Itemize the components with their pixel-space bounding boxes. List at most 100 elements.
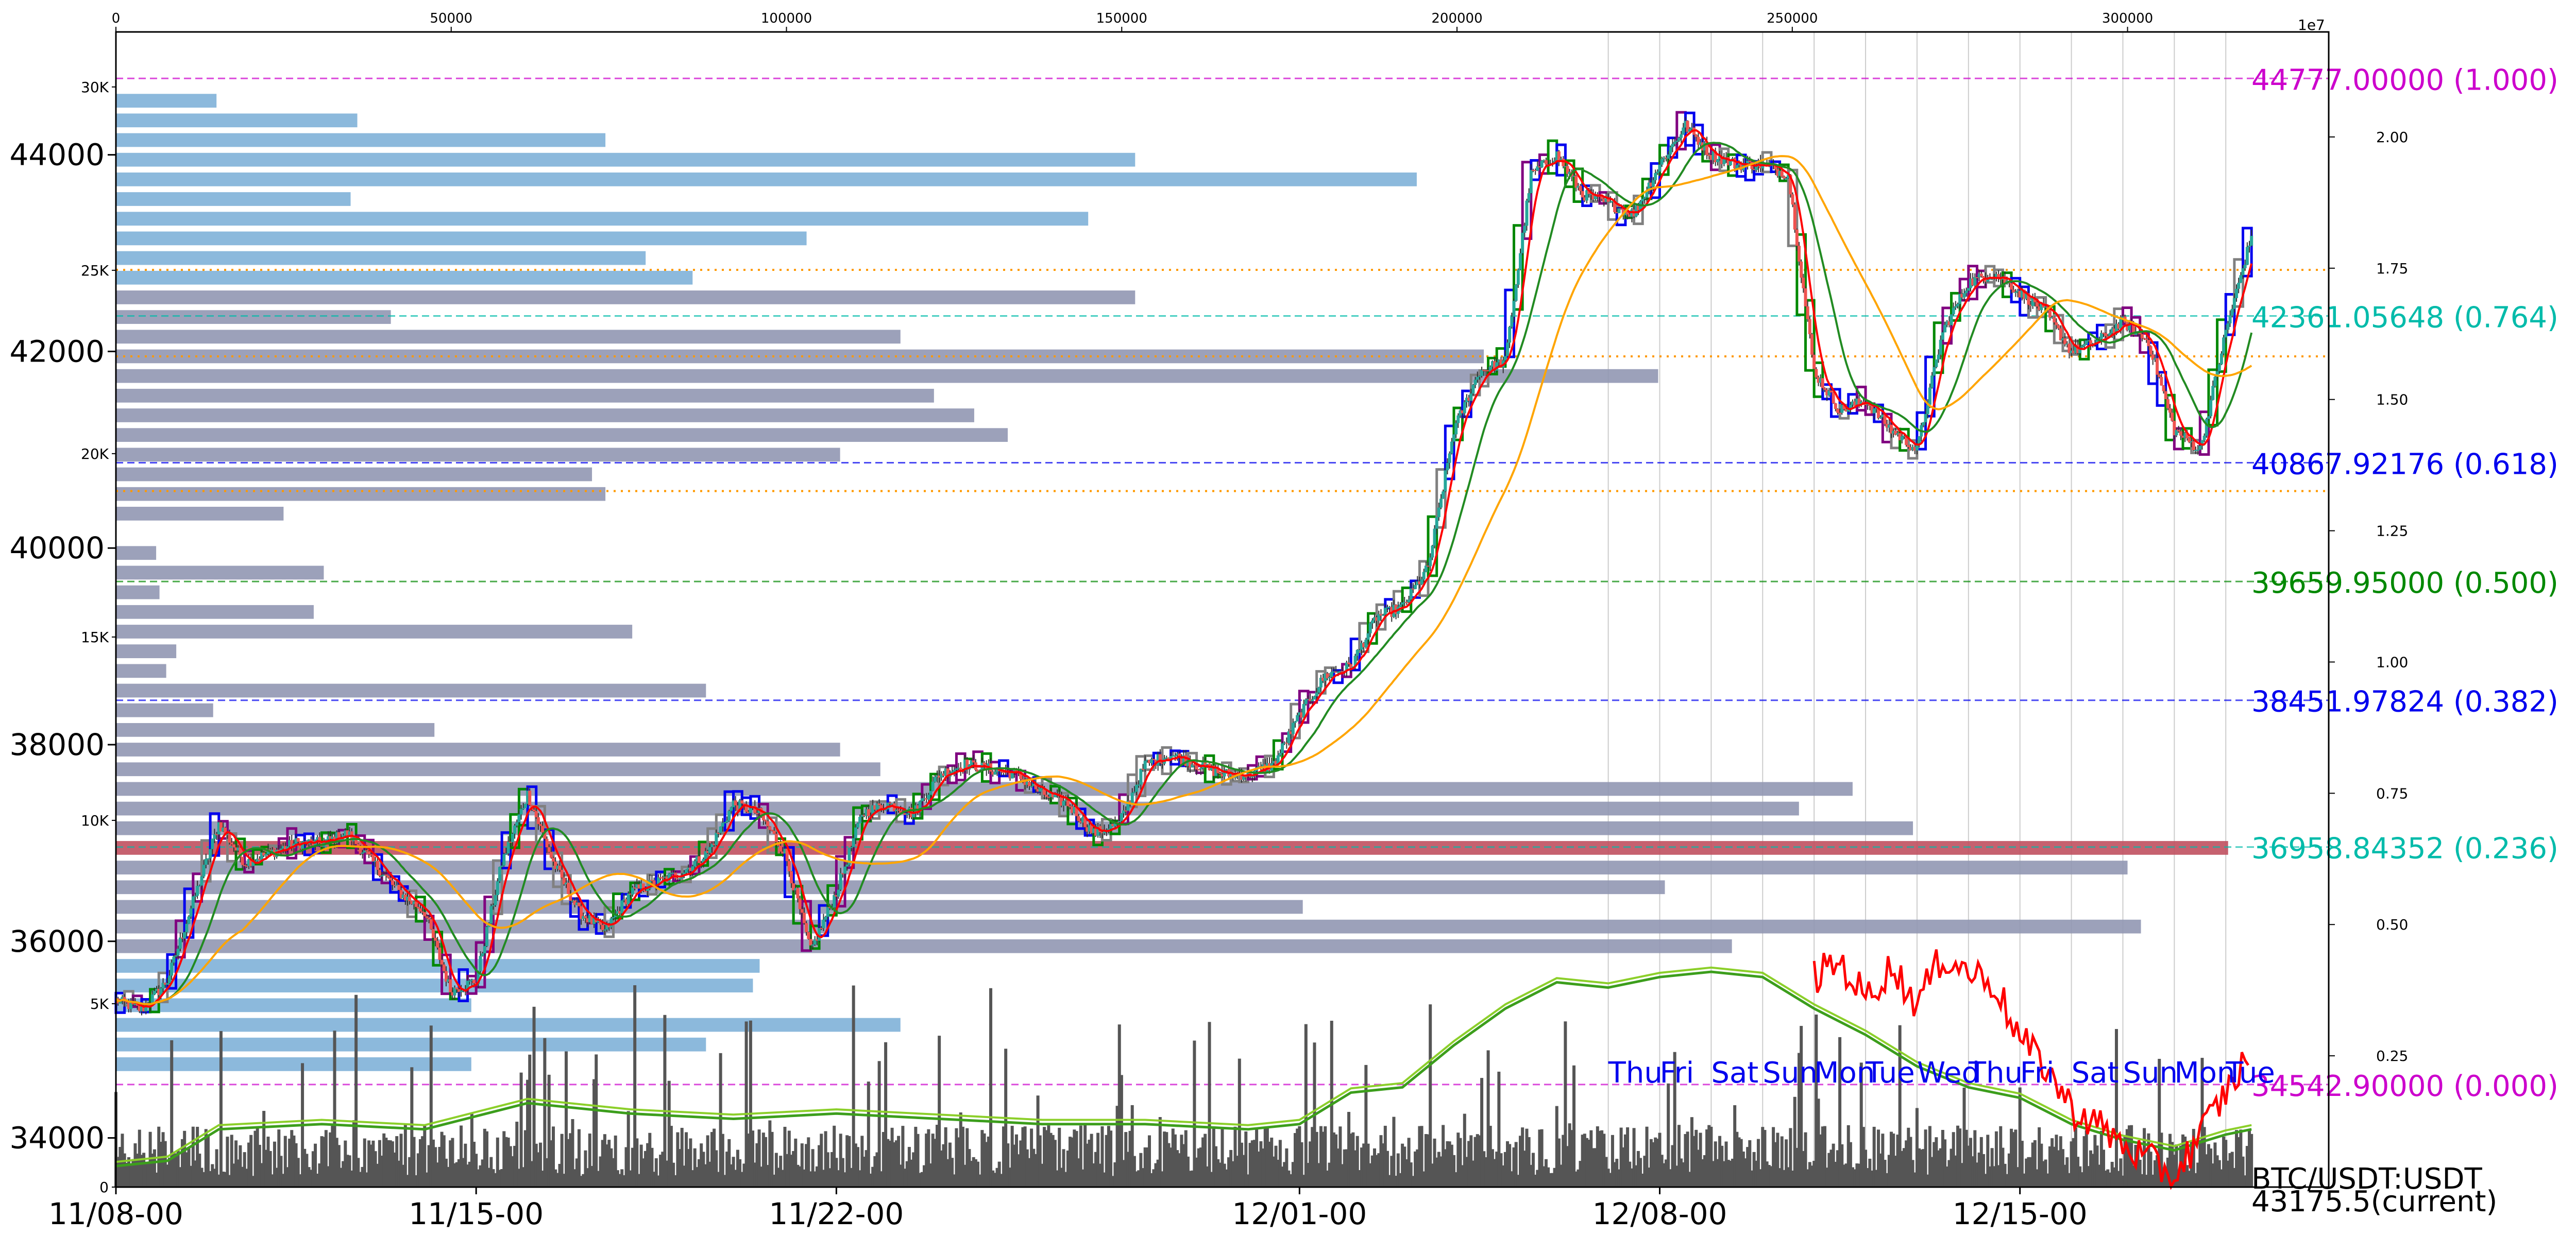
volume-bar [678,1149,682,1187]
volume-bar [1945,1166,1949,1187]
candle-body [1954,306,1957,308]
volume-bar [1311,1127,1314,1187]
volume-bar [1999,1126,2003,1187]
volume-bar [198,1154,201,1187]
volume-bar [2119,1158,2123,1187]
day-of-week-label: Tue [2225,1056,2275,1090]
candle-body [1180,757,1183,765]
volume-bar [2055,1135,2058,1187]
candle-body [436,940,439,948]
candle-body [262,852,266,856]
candle-body [982,762,986,765]
candle-body [965,759,969,770]
volume-bar [2023,1173,2026,1187]
volume-bar [1564,1021,1567,1187]
candle-body [2040,303,2043,311]
volume-bar [734,1170,737,1187]
candle-body [329,836,332,839]
volume-bar [1677,1125,1681,1187]
candle-body [833,895,836,908]
volume-bar [740,1172,744,1187]
candle-body [1849,404,1852,408]
candle-body [196,886,199,896]
candle-body [1304,699,1308,705]
candle-body [230,843,233,845]
candle-body [1311,699,1314,701]
volume-bar [138,1129,141,1187]
candle-body [1300,712,1303,718]
volume-bar [672,1162,675,1187]
candle-body [363,850,366,853]
volume-bar [376,1163,379,1187]
volume-bar [1364,1065,1368,1187]
candle-body [1429,557,1432,566]
volume-bar [1531,1153,1535,1187]
volume-bar [431,1139,435,1187]
candle-body [1141,768,1145,770]
candle-body [1394,605,1398,614]
candle-body [277,849,281,851]
volume-bar [2202,1127,2206,1187]
volume-bar [961,1126,964,1187]
time-tick-label: 12/01-00 [1232,1196,1367,1231]
volume-bar [1581,1135,1584,1187]
volume-bar [1298,1126,1301,1187]
volume-bar [1750,1170,1754,1187]
candle-body [809,939,812,946]
volume-profile-bar [116,625,633,639]
candle-body [1422,572,1426,580]
candle-body [371,854,375,862]
candle-body [1023,779,1027,785]
volume-bar [1036,1095,1040,1187]
day-of-week-label: Fri [1660,1056,1694,1090]
volume-bar [1733,1105,1737,1187]
volume-bar [1439,1156,1443,1187]
volume-bar [1021,1127,1025,1187]
volume-bar [768,1120,772,1187]
candle-body [860,815,864,817]
volume-bar [2145,1175,2148,1187]
volume-bar [749,1020,752,1187]
volume-bar [1317,1163,1320,1187]
candle-body [1870,406,1874,414]
candle-body [1109,824,1113,829]
candle-body [1010,772,1014,779]
volume-bar [1857,1163,1861,1187]
volume-bar [854,1143,857,1187]
candle-body [1315,692,1318,697]
volume-bar [1058,1127,1061,1187]
candle-body [1383,608,1387,615]
candle-body [612,917,615,919]
candle-body [2217,364,2221,371]
candle-body [2108,333,2112,337]
volume-bar [1656,1139,1659,1187]
volume-bar [1551,1173,1554,1187]
candle-body [1836,408,1839,413]
volume-bar [794,1138,798,1187]
candle-body [650,880,654,881]
candle-body [2104,333,2108,336]
candle-body [451,992,454,995]
volume-bar [1964,1129,1968,1187]
volume-bar [702,1152,705,1187]
candle-body [1045,795,1048,797]
volume-bar [1658,1132,1662,1187]
volume-bar [125,1162,128,1187]
candle-body [2114,323,2118,334]
volume-bar [571,1119,574,1187]
volume-bar [781,1170,785,1187]
candle-body [412,901,416,904]
candle-body [127,1002,130,1009]
candle-body [2031,297,2035,306]
candle-body [1096,826,1100,836]
volume-bar [296,1158,300,1187]
volume-bar [327,1166,330,1187]
volume-bar [2123,1135,2127,1187]
volume-bar [1201,1137,1205,1187]
volume-bar [1030,1128,1033,1187]
candle-body [440,959,444,965]
candle-body [676,878,680,880]
volume-bar [1782,1170,1786,1187]
volume-bar [1643,1156,1647,1187]
volume-bar [365,1172,368,1187]
